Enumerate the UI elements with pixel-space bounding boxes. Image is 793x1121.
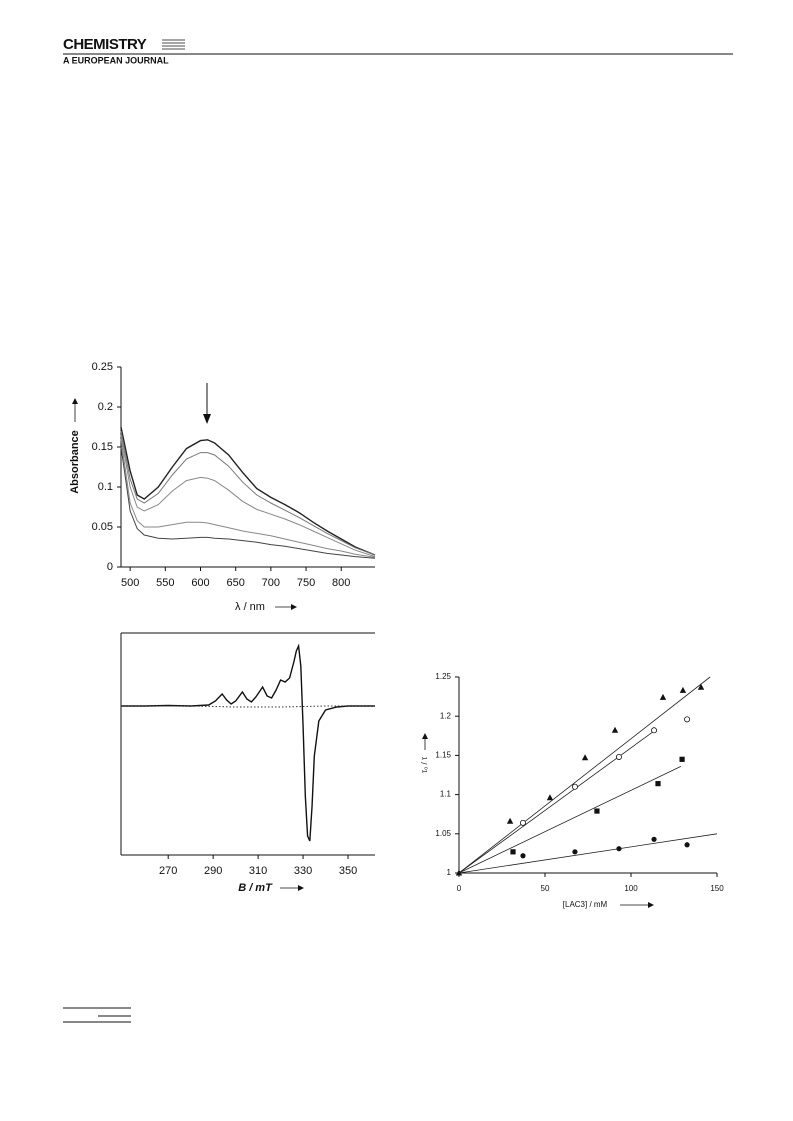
series-line bbox=[120, 434, 376, 558]
x-tick-label: 290 bbox=[204, 865, 222, 877]
point bbox=[594, 808, 600, 814]
x-tick-label: 700 bbox=[262, 577, 280, 589]
x-tick-label: 330 bbox=[294, 865, 312, 877]
point bbox=[520, 853, 526, 859]
y-tick-label: 0.2 bbox=[98, 401, 113, 413]
y-tick-label: 0.25 bbox=[92, 361, 113, 373]
x-tick-label: 150 bbox=[710, 884, 724, 893]
series-line bbox=[120, 430, 376, 556]
x-axis-label: [LAC3] / mM bbox=[563, 900, 608, 909]
point bbox=[684, 842, 690, 848]
point bbox=[455, 869, 463, 876]
x-tick-label: 0 bbox=[457, 884, 462, 893]
point bbox=[615, 753, 622, 760]
x-axis-label: B / mT bbox=[238, 882, 273, 894]
header-rules bbox=[63, 39, 733, 55]
journal-subtitle: A EUROPEAN JOURNAL bbox=[63, 55, 169, 65]
y-tick-label: 1 bbox=[447, 868, 452, 877]
point bbox=[519, 819, 526, 826]
point bbox=[679, 756, 685, 762]
series-line bbox=[120, 446, 376, 559]
point bbox=[616, 846, 622, 852]
y-tick-label: 1.2 bbox=[440, 711, 452, 720]
y-tick-label: 1.25 bbox=[435, 672, 451, 681]
point bbox=[655, 781, 661, 787]
point bbox=[679, 686, 687, 693]
point bbox=[611, 726, 619, 733]
y-tick-label: 1.1 bbox=[440, 790, 452, 799]
y-tick-label: 0.05 bbox=[92, 521, 113, 533]
point bbox=[506, 817, 514, 824]
fit-line bbox=[458, 729, 656, 874]
fit-line bbox=[458, 766, 682, 874]
point bbox=[684, 716, 691, 723]
point bbox=[659, 693, 667, 700]
point bbox=[546, 794, 554, 801]
series-line bbox=[121, 705, 375, 708]
chart: 270 290 310 330 350 B / mT bbox=[120, 632, 375, 894]
series-line bbox=[121, 643, 375, 842]
fit-line bbox=[458, 676, 711, 874]
y-tick-label: 0.1 bbox=[98, 481, 113, 493]
series-line bbox=[120, 438, 376, 558]
x-tick-label: 100 bbox=[624, 884, 638, 893]
point bbox=[651, 836, 657, 842]
x-tick-label: 270 bbox=[159, 865, 177, 877]
footer-rules bbox=[63, 1007, 131, 1023]
y-tick-label: 0.15 bbox=[92, 441, 113, 453]
x-tick-label: 750 bbox=[297, 577, 315, 589]
point bbox=[581, 754, 589, 761]
y-tick-label: 1.05 bbox=[435, 829, 451, 838]
x-axis-label: λ / nm bbox=[235, 601, 265, 613]
point bbox=[697, 683, 705, 690]
y-tick-label: 0 bbox=[107, 561, 113, 573]
fit-line bbox=[458, 833, 718, 874]
annotation-arrow bbox=[203, 383, 211, 424]
x-tick-label: 600 bbox=[191, 577, 209, 589]
series-line bbox=[120, 426, 376, 556]
journal-name: CHEMISTRY bbox=[63, 36, 147, 53]
x-tick-label: 50 bbox=[541, 884, 550, 893]
y-axis-label: τ₀ / τ bbox=[420, 756, 429, 773]
y-tick-label: 1.15 bbox=[435, 751, 451, 760]
x-tick-label: 500 bbox=[121, 577, 139, 589]
chart: 500 550 600 650 700 750 800 0 0.05 0.1 0.15 0.2 0.25… bbox=[69, 361, 376, 613]
label-arrows bbox=[72, 398, 654, 908]
x-tick-label: 350 bbox=[339, 865, 357, 877]
point bbox=[651, 727, 658, 734]
x-tick-label: 650 bbox=[227, 577, 245, 589]
x-tick-label: 310 bbox=[249, 865, 267, 877]
point bbox=[571, 783, 578, 790]
y-axis-label: Absorbance bbox=[69, 430, 81, 494]
chart: 0 50 100 150 1 1.05 1.1 1.15 1.2 1.25 [LAC3] / mM τ… bbox=[420, 672, 724, 909]
point bbox=[572, 849, 578, 855]
x-tick-label: 550 bbox=[156, 577, 174, 589]
x-tick-label: 800 bbox=[332, 577, 350, 589]
point bbox=[510, 849, 516, 855]
